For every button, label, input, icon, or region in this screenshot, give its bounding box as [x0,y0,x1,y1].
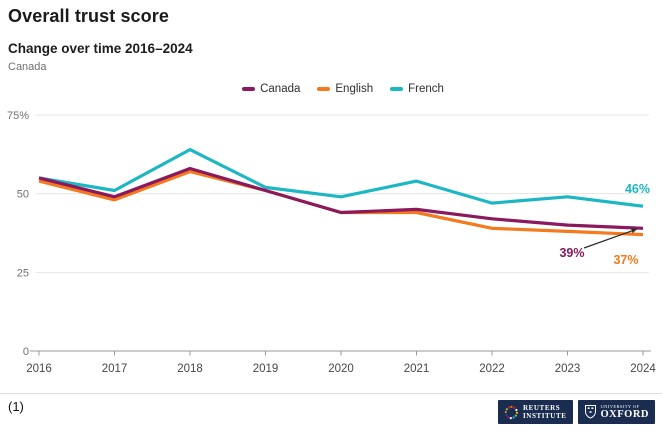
end-value-label: 37% [613,253,638,267]
x-axis-label: 2024 [630,363,656,375]
legend-dash-icon [390,87,404,91]
x-axis-label: 2022 [479,363,505,375]
end-value-label: 46% [625,182,650,196]
annotation-arrowhead [631,228,637,234]
footnote: (1) [8,399,24,414]
x-axis-label: 2017 [102,363,128,375]
page-title: Overall trust score [8,6,169,26]
series-line-canada [38,166,644,230]
x-axis-label: 2020 [328,363,354,375]
reuters-logo-line2: INSTITUTE [522,412,567,420]
logo-badges: REUTERS INSTITUTE UNIVERSITY OF OXFORD [497,400,655,424]
x-axis-label: 2016 [26,363,52,375]
reuters-institute-logo: REUTERS INSTITUTE [497,400,573,424]
annotation-arrow-line [583,228,638,249]
legend-label: Canada [260,83,301,95]
footer-divider [0,393,662,394]
y-axis-label: 50 [17,189,29,201]
legend-label: English [335,83,374,95]
chart-subtitle: Change over time 2016–2024 [8,41,193,56]
legend-item-canada: Canada [242,83,300,95]
reuters-logo-line1: REUTERS [522,404,561,412]
oxford-logo-line2: OXFORD [600,409,649,420]
y-axis-label: 75% [7,110,29,122]
legend-item-english: English [317,83,373,95]
legend-label: French [408,83,444,95]
oxford-logo: UNIVERSITY OF OXFORD [577,400,655,424]
x-axis-label: 2019 [253,363,279,375]
oxford-logo-line1: UNIVERSITY OF [600,404,640,409]
legend-item-french: French [390,83,444,95]
end-value-label: 39% [559,246,584,260]
x-axis-label: 2023 [555,363,581,375]
chart-region-label: Canada [8,61,47,73]
x-axis-label: 2018 [177,363,203,375]
legend-dash-icon [317,87,331,91]
y-axis-label: 0 [23,346,29,358]
oxford-crest-icon [584,405,596,419]
legend-dash-icon [242,87,256,91]
chart-legend: Canada English French [12,83,662,95]
x-axis-label: 2021 [404,363,430,375]
chart-header: Overall trust score Change over time 201… [8,6,193,73]
series-line-french [38,148,644,208]
reuters-dotted-globe-icon [504,405,519,419]
y-axis-label: 25 [17,267,29,279]
